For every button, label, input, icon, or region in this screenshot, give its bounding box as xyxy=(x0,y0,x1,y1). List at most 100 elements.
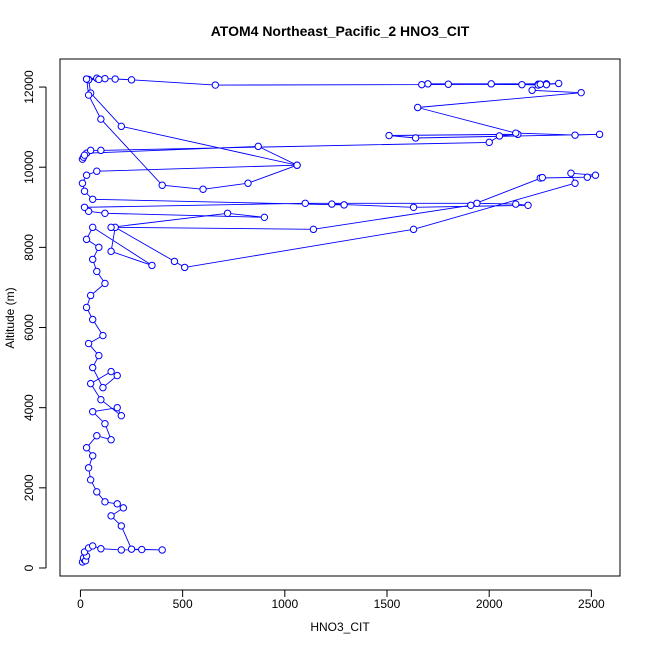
data-point xyxy=(223,209,232,217)
data-point xyxy=(107,367,115,376)
y-tick-label: 0 xyxy=(22,564,36,571)
data-point xyxy=(89,363,97,372)
data-point xyxy=(413,103,422,112)
data-point xyxy=(97,395,105,404)
data-point xyxy=(158,181,166,189)
data-point xyxy=(107,512,115,520)
data-point xyxy=(82,171,91,179)
y-axis-label: Altitude (m) xyxy=(3,287,17,348)
x-tick-label: 1000 xyxy=(271,597,298,611)
data-point xyxy=(495,132,504,140)
data-point xyxy=(485,138,493,147)
y-tick-label: 8000 xyxy=(22,234,36,261)
data-point xyxy=(180,263,189,272)
data-point xyxy=(473,199,481,207)
data-point xyxy=(82,235,91,244)
series-line xyxy=(82,77,600,563)
data-point xyxy=(82,303,91,312)
data-point xyxy=(89,195,97,203)
data-point xyxy=(101,420,109,428)
y-tick-label: 10000 xyxy=(22,150,36,184)
data-point xyxy=(95,351,103,360)
data-point xyxy=(97,146,105,155)
data-point xyxy=(82,75,91,83)
data-point xyxy=(409,203,418,211)
data-point xyxy=(117,122,126,131)
y-tick-label: 12000 xyxy=(22,70,36,104)
data-point xyxy=(512,200,520,208)
data-point xyxy=(524,201,532,209)
data-point xyxy=(444,80,453,88)
data-point xyxy=(138,545,146,554)
data-point xyxy=(99,383,107,392)
data-point xyxy=(113,500,121,508)
data-point xyxy=(97,115,105,123)
data-point xyxy=(80,151,89,159)
data-point xyxy=(107,436,115,444)
data-point xyxy=(101,498,109,506)
data-point xyxy=(86,476,95,484)
data-point xyxy=(595,130,604,139)
data-point xyxy=(127,76,136,84)
data-point xyxy=(97,545,105,553)
data-point xyxy=(117,411,126,420)
data-point xyxy=(554,79,563,88)
data-point xyxy=(84,339,93,348)
series-layer xyxy=(78,74,604,566)
data-point xyxy=(78,179,87,187)
data-point xyxy=(301,199,309,207)
data-point xyxy=(567,169,575,177)
x-axis: 0 500 1000 1500 2000 2500 xyxy=(77,589,605,611)
data-point xyxy=(99,331,107,340)
data-point xyxy=(107,247,115,256)
data-point xyxy=(86,146,95,155)
data-point xyxy=(583,173,591,181)
data-point xyxy=(86,291,95,300)
data-point xyxy=(518,80,526,89)
x-tick-label: 500 xyxy=(173,597,193,611)
data-point xyxy=(84,464,93,472)
data-point xyxy=(409,225,418,234)
data-point xyxy=(101,209,109,217)
data-point xyxy=(170,257,179,266)
data-point xyxy=(89,223,97,232)
data-point xyxy=(340,201,348,209)
data-point xyxy=(260,213,269,222)
data-point xyxy=(89,452,97,460)
data-point xyxy=(95,75,103,84)
data-point xyxy=(80,203,89,211)
y-tick-label: 4000 xyxy=(22,394,36,421)
x-tick-label: 0 xyxy=(77,597,84,611)
data-point xyxy=(244,179,252,187)
data-point xyxy=(89,255,97,264)
data-point xyxy=(577,88,585,97)
data-point xyxy=(113,403,121,412)
data-point xyxy=(111,75,119,83)
x-tick-label: 2000 xyxy=(476,597,503,611)
data-point xyxy=(101,74,109,83)
data-point xyxy=(309,225,318,234)
data-point xyxy=(571,131,579,139)
y-axis: 0 2000 4000 6000 8000 10000 12000 xyxy=(22,70,47,571)
y-tick-label: 6000 xyxy=(22,314,36,341)
data-point xyxy=(93,267,101,276)
data-point xyxy=(487,80,495,88)
data-point xyxy=(293,161,301,169)
data-point xyxy=(528,86,536,94)
data-point xyxy=(101,279,109,288)
data-point xyxy=(591,171,600,179)
data-point xyxy=(89,407,97,416)
data-point xyxy=(93,167,101,175)
x-tick-label: 2500 xyxy=(578,597,605,611)
data-point xyxy=(211,81,220,89)
data-point xyxy=(117,546,126,554)
data-point xyxy=(107,223,115,232)
data-point xyxy=(119,504,128,512)
data-point xyxy=(199,185,207,193)
data-point xyxy=(467,201,475,209)
data-point xyxy=(571,179,579,187)
data-point xyxy=(418,80,426,89)
data-point xyxy=(148,261,156,270)
data-point xyxy=(385,131,393,140)
